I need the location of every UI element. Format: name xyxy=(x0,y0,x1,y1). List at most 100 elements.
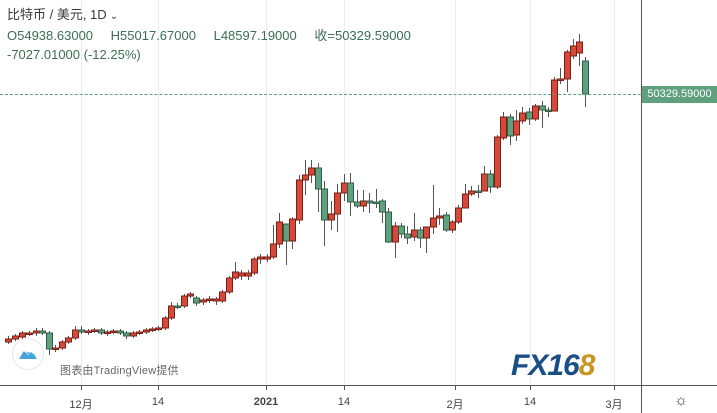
candle xyxy=(72,326,79,340)
candle xyxy=(430,185,437,234)
candle xyxy=(110,329,117,334)
candle xyxy=(341,174,348,201)
candle xyxy=(26,331,33,336)
candle xyxy=(174,303,181,309)
change-value: -7027.01000 (-12.25%) xyxy=(7,47,141,62)
candle xyxy=(289,217,296,249)
chart-pane[interactable] xyxy=(0,0,641,385)
candle xyxy=(52,345,59,352)
candle xyxy=(78,326,85,334)
candle xyxy=(487,170,494,193)
tradingview-attribution: 图表由TradingView提供 xyxy=(60,365,179,377)
time-tick xyxy=(266,386,267,390)
candle xyxy=(123,331,130,339)
settings-gear-icon[interactable]: ☼ xyxy=(674,392,688,409)
candle xyxy=(104,330,111,336)
candle xyxy=(494,135,501,189)
candle xyxy=(539,101,546,128)
time-label: 3月 xyxy=(605,399,623,411)
fx168-logo-accent: 8 xyxy=(578,349,596,382)
candle xyxy=(519,107,526,124)
candle xyxy=(443,212,450,232)
tradingview-logo[interactable] xyxy=(12,338,44,370)
legend-change-row: -7027.01000 (-12.25%) xyxy=(7,45,425,64)
candle xyxy=(226,276,233,294)
candle xyxy=(65,336,72,344)
chevron-down-icon[interactable]: ⌄ xyxy=(109,11,119,22)
candle xyxy=(423,226,430,253)
candle xyxy=(360,190,367,212)
time-label: 2021 xyxy=(253,396,279,408)
candle xyxy=(162,316,169,330)
candle xyxy=(582,57,589,107)
candle xyxy=(308,160,315,183)
candle xyxy=(206,296,213,303)
legend-ohlc-row: O54938.63000 H55017.67000 L48597.19000 收… xyxy=(7,26,425,45)
time-tick xyxy=(158,386,159,390)
candle xyxy=(334,184,341,232)
candle xyxy=(91,328,98,333)
time-tick xyxy=(81,386,82,390)
legend: 比特币 / 美元, 1D ⌄ O54938.63000 H55017.67000 … xyxy=(7,5,425,64)
candle xyxy=(564,50,571,92)
time-label: 14 xyxy=(523,396,537,408)
candle xyxy=(417,227,424,248)
candle xyxy=(315,163,322,212)
gridline xyxy=(81,0,82,385)
candle xyxy=(462,184,469,209)
candle xyxy=(19,331,26,339)
time-tick xyxy=(530,386,531,390)
fx168-logo: FX168 xyxy=(511,349,596,383)
candle xyxy=(283,223,290,265)
candle xyxy=(193,296,200,306)
candle xyxy=(576,34,583,66)
high-value: H55017.67000 xyxy=(110,28,196,43)
candle xyxy=(168,302,175,320)
candle xyxy=(526,108,533,125)
price-axis[interactable] xyxy=(641,0,642,413)
time-tick xyxy=(344,386,345,390)
candle xyxy=(500,112,507,140)
time-label: 2月 xyxy=(446,399,464,411)
time-label: 12月 xyxy=(69,399,93,411)
time-axis[interactable] xyxy=(0,385,717,386)
gridline xyxy=(530,0,531,385)
candle xyxy=(12,334,19,341)
candle xyxy=(366,193,373,213)
candle xyxy=(475,185,482,198)
gridline xyxy=(455,0,456,385)
candle xyxy=(39,328,46,335)
legend-symbol-row[interactable]: 比特币 / 美元, 1D ⌄ xyxy=(7,5,425,26)
time-tick xyxy=(455,386,456,390)
symbol-title[interactable]: 比特币 / 美元, 1D xyxy=(7,7,107,22)
candle xyxy=(449,220,456,233)
candle xyxy=(436,208,443,225)
candle xyxy=(251,257,258,275)
candle xyxy=(557,68,564,84)
candle xyxy=(347,173,354,216)
candle xyxy=(33,328,40,336)
candle xyxy=(328,201,335,230)
candle xyxy=(398,223,405,238)
candle xyxy=(270,225,277,259)
candle xyxy=(455,205,462,224)
last-price-line xyxy=(0,94,641,95)
candle xyxy=(257,254,264,264)
candle xyxy=(507,114,514,145)
candle xyxy=(354,190,361,208)
candle xyxy=(232,262,239,280)
candle xyxy=(136,330,143,335)
candle xyxy=(385,208,392,243)
candle xyxy=(302,160,309,195)
candle xyxy=(481,166,488,192)
candle xyxy=(296,175,303,224)
candle xyxy=(513,110,520,141)
candle xyxy=(155,326,162,331)
candle xyxy=(181,294,188,308)
candle xyxy=(411,213,418,241)
fx168-logo-main: FX16 xyxy=(511,349,580,382)
candle xyxy=(130,331,137,338)
low-value: L48597.19000 xyxy=(213,28,297,43)
candle xyxy=(187,292,194,298)
candle xyxy=(532,104,539,121)
